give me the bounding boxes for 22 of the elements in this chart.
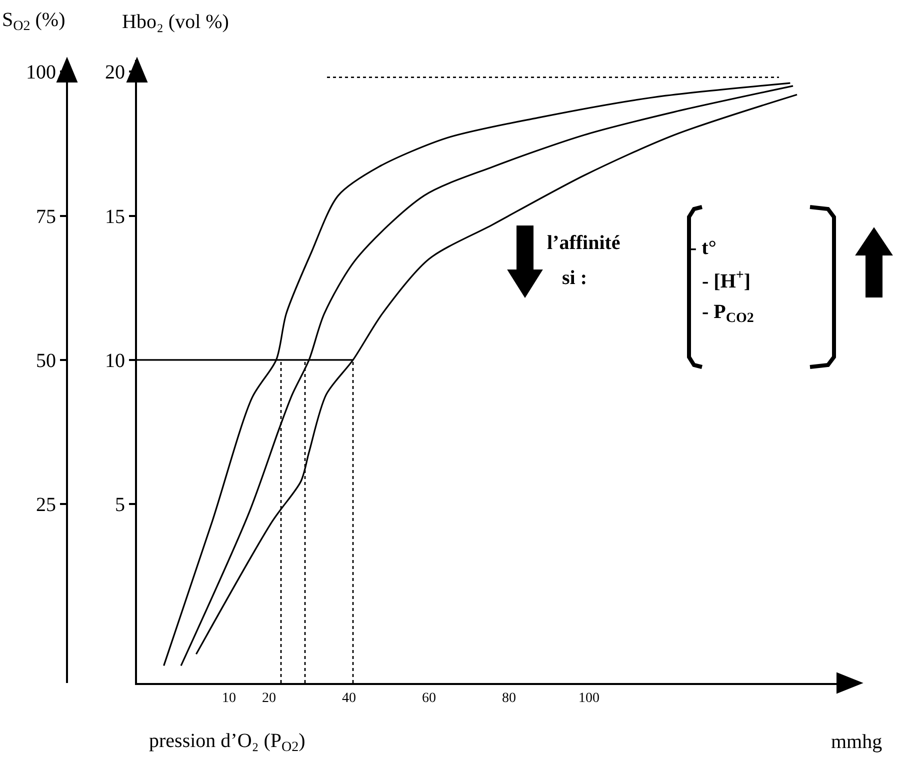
text: mmhg [831, 731, 882, 753]
y2-tick-label: 100 [26, 62, 56, 84]
y-axis-title: Hbo₂ (vol %) [122, 11, 229, 33]
x-tick-label: 100 [578, 690, 600, 706]
y-tick-label: 20 [105, 62, 125, 84]
x-tick-label: 40 [342, 690, 356, 706]
x-axis-title: pression d’O₂ (P$_{O2}$) [149, 730, 306, 756]
annotation: si : [562, 267, 587, 289]
y-tick-label: 5 [115, 494, 125, 516]
x-tick-label: 10 [222, 690, 236, 706]
x-tick-label: 60 [422, 690, 436, 706]
annotation: - P$_{CO2}$ [702, 301, 754, 326]
y2-tick-label: 75 [36, 206, 56, 228]
y2-tick-label: 50 [36, 350, 56, 372]
x-tick-label: 20 [262, 690, 276, 706]
x-tick-label: 80 [502, 690, 516, 706]
y2-tick-label: 25 [36, 494, 56, 516]
annotation: - [H$^{+}$] [702, 268, 751, 292]
y-tick-label: 10 [105, 350, 125, 372]
annotation: l’affinité [547, 232, 620, 254]
y2-axis-title: S$_{O2}$ (%) [2, 9, 66, 34]
y-tick-label: 15 [105, 206, 125, 228]
